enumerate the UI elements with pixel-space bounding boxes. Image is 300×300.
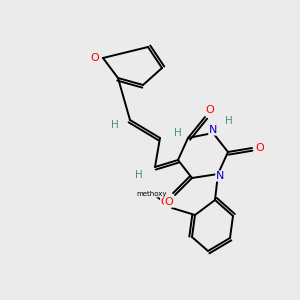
Text: H: H: [174, 128, 182, 138]
Text: O: O: [91, 53, 99, 63]
Text: N: N: [216, 171, 224, 181]
Text: N: N: [209, 125, 217, 135]
Text: H: H: [111, 120, 119, 130]
Text: O: O: [206, 105, 214, 115]
Text: H: H: [135, 170, 143, 180]
Text: O: O: [256, 143, 264, 153]
Text: O: O: [160, 197, 169, 207]
Text: H: H: [225, 116, 233, 126]
Text: O: O: [165, 197, 173, 207]
Text: methoxy: methoxy: [137, 191, 167, 197]
